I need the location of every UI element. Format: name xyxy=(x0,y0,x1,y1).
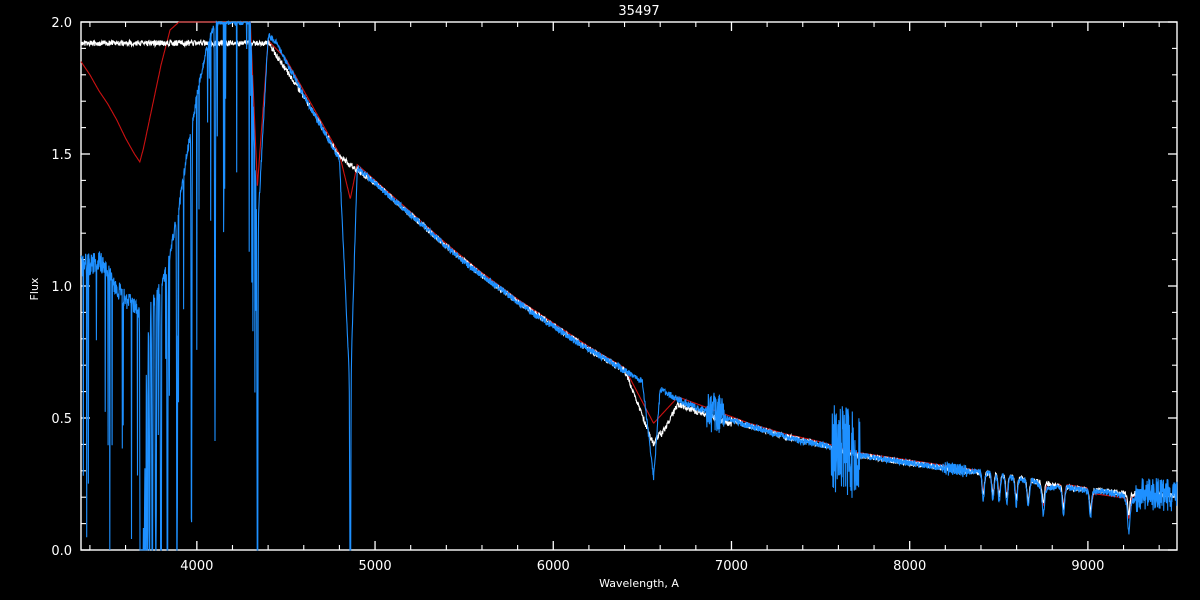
page-title: 35497 xyxy=(618,4,659,19)
x-tick-label: 5000 xyxy=(359,559,392,574)
y-tick-label: 2.0 xyxy=(51,16,72,31)
y-tick-labels: 0.0 0.5 1.0 1.5 2.0 xyxy=(51,16,72,559)
x-tick-label: 8000 xyxy=(893,559,926,574)
y-tick-label: 1.0 xyxy=(51,280,72,295)
x-tick-label: 9000 xyxy=(1071,559,1104,574)
y-tick-label: 0.5 xyxy=(51,412,72,427)
y-tick-label: 1.5 xyxy=(51,148,72,163)
data-series-layer xyxy=(80,19,1178,551)
x-tick-labels: 4000 5000 6000 7000 8000 9000 xyxy=(180,559,1104,574)
minor-ticks xyxy=(81,22,1177,550)
y-axis-label: Flux xyxy=(28,277,41,300)
observed-spectrum-line xyxy=(80,19,1178,551)
x-tick-label: 6000 xyxy=(537,559,570,574)
x-tick-label: 7000 xyxy=(715,559,748,574)
y-tick-label: 0.0 xyxy=(51,544,72,559)
x-tick-label: 4000 xyxy=(180,559,213,574)
x-axis-label: Wavelength, A xyxy=(599,577,679,590)
